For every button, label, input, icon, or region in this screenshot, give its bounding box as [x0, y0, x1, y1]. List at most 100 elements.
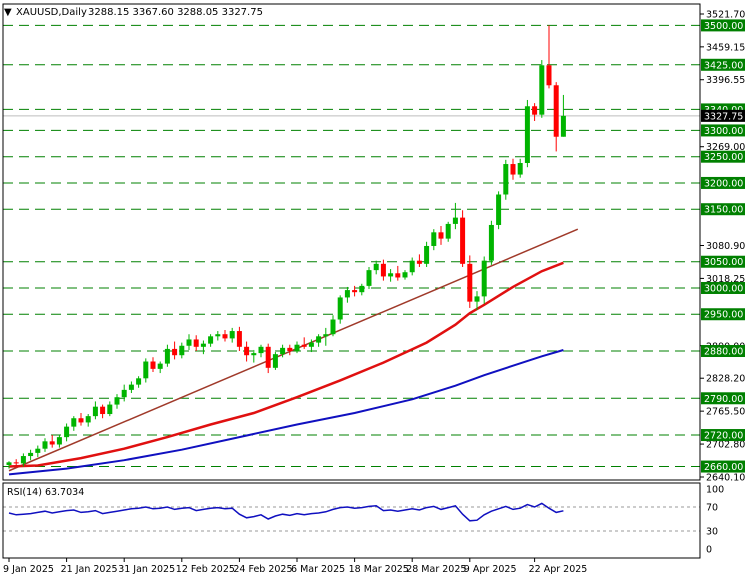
candle — [215, 331, 221, 341]
candle — [352, 285, 358, 297]
level-badge — [701, 392, 745, 405]
candle — [373, 260, 379, 275]
candle — [359, 283, 365, 296]
candle — [316, 334, 322, 347]
candle — [517, 158, 523, 178]
price-tick-label: 3459.15 — [706, 42, 745, 53]
candle-body — [359, 285, 365, 293]
candle — [13, 459, 19, 466]
rsi-level-label: 30 — [706, 527, 718, 538]
level-badge — [701, 203, 745, 216]
candle — [200, 340, 206, 355]
candle — [272, 352, 278, 370]
candle — [496, 191, 502, 230]
candle-body — [244, 346, 250, 356]
candle-body — [316, 336, 322, 343]
level-label: 2880.00 — [704, 347, 743, 358]
candle-body — [388, 273, 394, 277]
chart-menu-icon[interactable]: ▼ — [4, 7, 12, 18]
candle — [510, 158, 516, 180]
candle-body — [438, 232, 444, 239]
time-tick-label: 12 Feb 2025 — [176, 564, 235, 575]
candle — [229, 327, 235, 343]
candle-body — [172, 348, 178, 356]
candle — [157, 361, 163, 374]
level-label: 2660.00 — [704, 462, 743, 473]
candle-body — [337, 297, 343, 320]
candle-body — [424, 245, 430, 264]
rsi-label: RSI(14) 63.7034 — [7, 487, 84, 498]
candle-body — [431, 232, 437, 246]
rsi-level-label: 0 — [706, 545, 712, 556]
candle-body — [85, 416, 91, 423]
level-badge — [701, 19, 745, 32]
candle — [42, 438, 48, 452]
candle-body — [236, 331, 242, 347]
candle — [71, 416, 77, 431]
candle — [121, 384, 127, 402]
candle-body — [193, 339, 199, 347]
fast-moving-average-line — [8, 261, 564, 468]
candle-body — [64, 426, 70, 438]
candle-body — [539, 65, 545, 115]
price-tick-label: 2828.20 — [706, 374, 745, 385]
candle — [409, 257, 415, 276]
candle-body — [92, 406, 98, 417]
candle — [64, 423, 70, 442]
price-tick-label: 3396.55 — [706, 75, 745, 86]
candle — [136, 376, 142, 388]
candle-body — [280, 347, 286, 355]
current-price-badge — [701, 109, 745, 122]
frame — [2, 3, 701, 559]
candle — [337, 295, 343, 324]
candle-body — [488, 224, 494, 261]
candle-body — [344, 290, 350, 298]
candle — [524, 99, 530, 168]
candle — [424, 241, 430, 267]
candle — [49, 435, 55, 448]
candle — [128, 381, 134, 394]
candle — [258, 344, 264, 358]
candle-body — [474, 296, 480, 302]
level-label: 3000.00 — [704, 283, 743, 294]
candle-body — [71, 418, 77, 427]
level-label: 2950.00 — [704, 310, 743, 321]
candle-body — [20, 456, 26, 464]
rsi-level-label: 100 — [706, 485, 724, 496]
rsi-level-label: 70 — [706, 503, 718, 514]
candle-body — [56, 437, 62, 445]
candle-body — [517, 162, 523, 175]
candle — [100, 404, 106, 419]
candle-body — [553, 85, 559, 137]
candle — [560, 94, 566, 137]
candle-body — [222, 334, 228, 339]
candle — [294, 341, 300, 354]
candle — [287, 344, 293, 356]
candle-body — [121, 389, 127, 398]
candle — [143, 358, 149, 383]
level-label: 3425.00 — [704, 60, 743, 71]
time-tick-label: 24 Feb 2025 — [233, 564, 292, 575]
candle — [344, 286, 350, 303]
candle — [56, 435, 62, 448]
current-price-label: 3327.75 — [704, 111, 743, 122]
candle-body — [308, 342, 314, 347]
candle-body — [496, 194, 502, 225]
level-badge — [701, 429, 745, 442]
symbol-label: XAUUSD,Daily — [16, 7, 87, 18]
candle-body — [452, 217, 458, 224]
candle-body — [157, 363, 163, 369]
candle-body — [128, 384, 134, 390]
candle-body — [416, 260, 422, 264]
price-tick-label: 3080.90 — [706, 241, 745, 252]
candle-body — [524, 106, 530, 163]
candle — [402, 270, 408, 280]
candle-body — [200, 343, 206, 347]
candle-body — [445, 223, 451, 239]
candle — [553, 82, 559, 152]
candle-body — [13, 462, 19, 464]
candle — [208, 334, 214, 347]
candle — [85, 414, 91, 427]
candle-body — [409, 260, 415, 273]
rsi-panel-border — [2, 482, 701, 559]
